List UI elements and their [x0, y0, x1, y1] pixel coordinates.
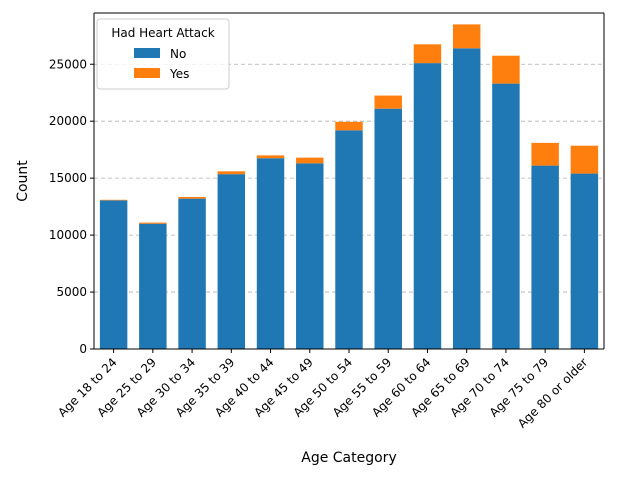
bar-yes: [413, 44, 442, 64]
bar-yes: [374, 95, 402, 109]
bar-no: [99, 200, 128, 349]
bar-no: [570, 173, 599, 349]
bar-yes: [531, 142, 559, 166]
y-tick-label: 5000: [56, 285, 87, 299]
bar-no: [531, 165, 559, 349]
x-axis-label: Age Category: [301, 450, 396, 466]
bar-yes: [492, 55, 520, 84]
legend-swatch-yes: [134, 68, 160, 78]
bar-yes: [256, 155, 285, 159]
bar-no: [492, 83, 520, 350]
y-tick-label: 20000: [49, 114, 87, 128]
bar-no: [178, 198, 206, 349]
y-tick-label: 10000: [49, 228, 87, 242]
bar-yes: [452, 24, 481, 49]
bar-no: [256, 158, 285, 349]
y-tick-label: 15000: [49, 171, 87, 185]
bar-yes: [139, 222, 167, 224]
legend-label-no: No: [170, 47, 186, 61]
bar-no: [374, 108, 402, 349]
bars: [99, 24, 599, 350]
bar-no: [335, 130, 363, 349]
y-axis-label: Count: [15, 160, 31, 202]
bar-no: [139, 223, 167, 349]
bar-no: [217, 174, 246, 349]
bar-no: [296, 163, 324, 349]
bar-yes: [335, 121, 363, 131]
y-ticks: 0 5000 10000 15000 20000 25000: [49, 57, 94, 356]
bar-no: [452, 48, 481, 350]
bar-yes: [178, 196, 206, 199]
bar-no: [413, 63, 442, 349]
legend-title: Had Heart Attack: [111, 26, 214, 40]
legend-swatch-no: [134, 48, 160, 58]
bar-yes: [99, 199, 128, 201]
y-tick-label: 0: [79, 342, 87, 356]
x-tick-label: Age 80 or older: [515, 355, 591, 431]
y-tick-label: 25000: [49, 57, 87, 71]
bar-yes: [570, 145, 599, 174]
legend: Had Heart Attack No Yes: [96, 18, 230, 90]
legend-frame: [96, 18, 230, 90]
bar-yes: [217, 171, 246, 175]
bar-yes: [296, 157, 324, 164]
legend-label-yes: Yes: [169, 67, 189, 81]
